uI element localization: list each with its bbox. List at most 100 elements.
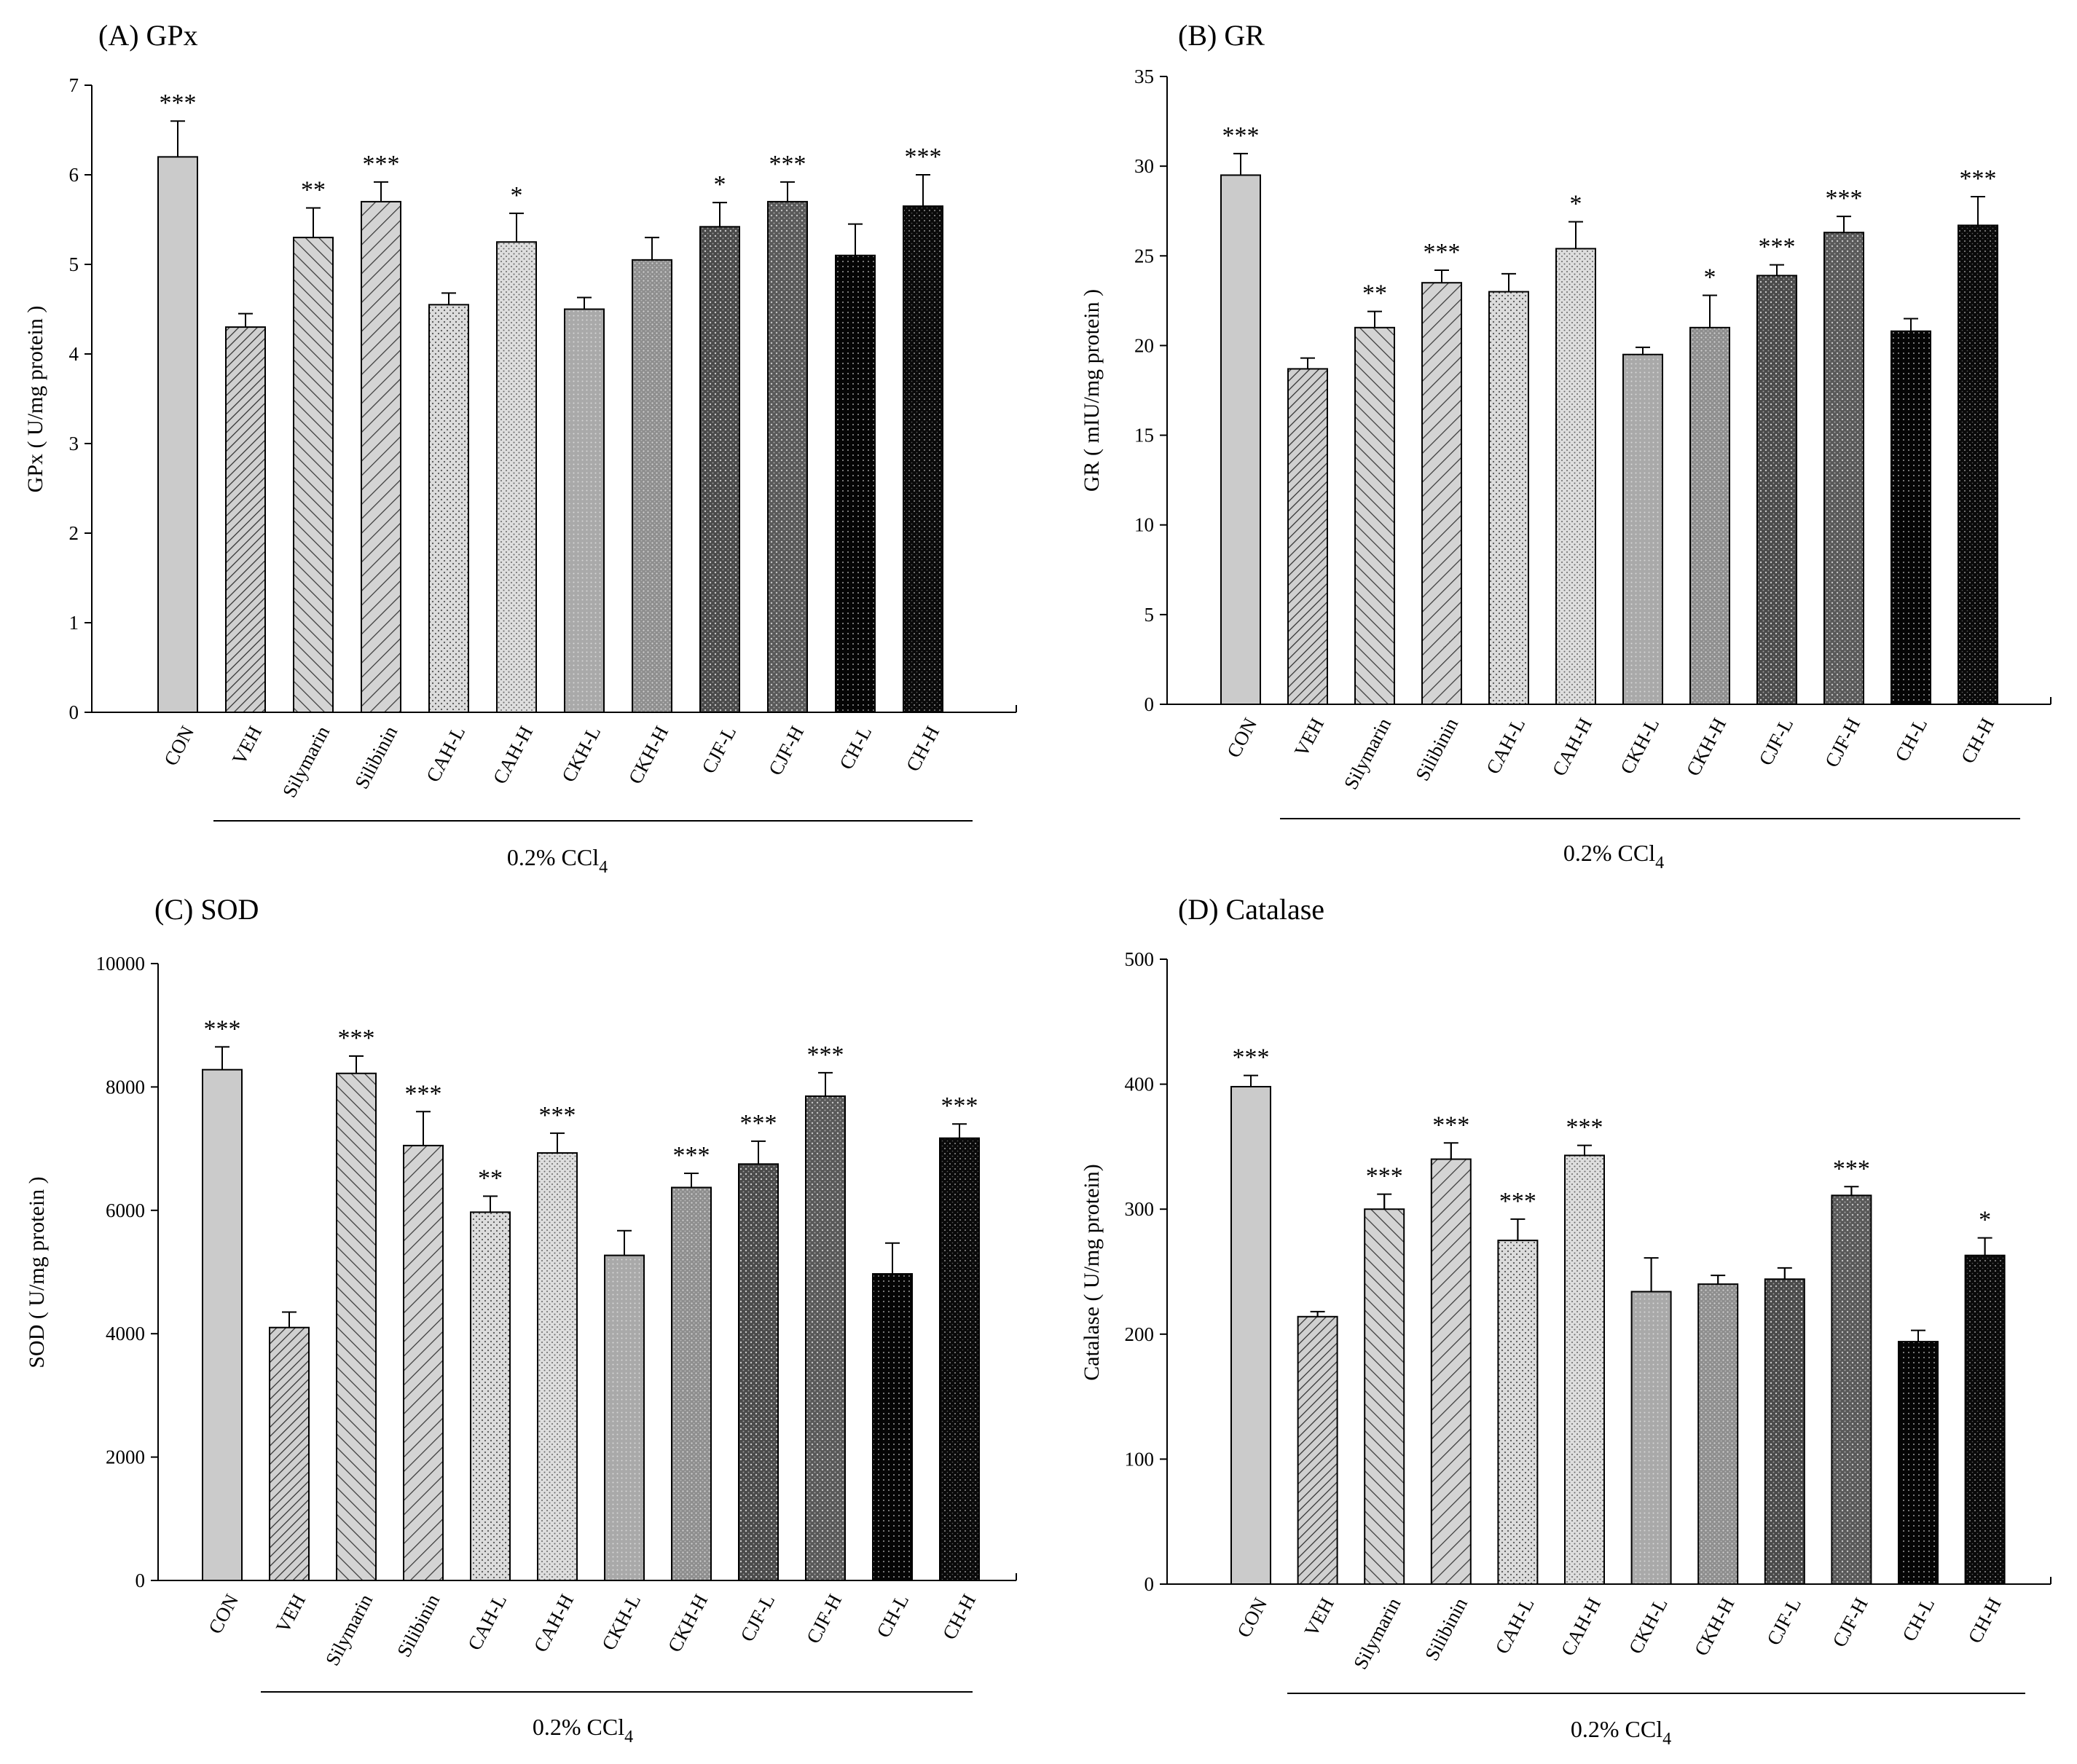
y-ticks: 0 100 200 300 400 500 [1125, 948, 1167, 1595]
bar-con [1230, 1086, 1271, 1585]
category-label: CH-H [1963, 1594, 2005, 1647]
significance-label: *** [539, 1102, 576, 1129]
bars: *** CON VEH ** Silymarin *** Silibinin CAH-L * CA… [157, 90, 943, 801]
y-ticks: 0 1 2 3 4 5 6 7 [69, 74, 92, 723]
bar-con [157, 156, 198, 713]
bar-cah-l [1497, 1240, 1539, 1585]
bar-ch-h [1958, 224, 1998, 706]
panel-catalase: (D) Catalase Catalase ( U/mg protein) 0 1… [1080, 893, 2052, 1749]
significance-label: ** [478, 1165, 503, 1192]
bar-silymarin [1364, 1208, 1405, 1585]
category-label: Silibinin [393, 1590, 444, 1661]
bar-ch-l [1890, 330, 1931, 705]
significance-label: *** [160, 90, 197, 117]
group-label-main: 0.2% CCl [1571, 1716, 1662, 1742]
group-label-subscript: 4 [624, 1728, 633, 1747]
significance-label: * [1704, 264, 1716, 291]
panel-gr: (B) GR GR ( mIU/mg protein ) 0 5 10 15 20 25 3… [1080, 19, 2052, 873]
significance-label: * [1979, 1207, 1991, 1234]
y-tick-label: 5 [1144, 604, 1155, 626]
significance-label: *** [204, 1015, 241, 1042]
group-label-main: 0.2% CCl [1563, 840, 1655, 866]
bar-cjf-l [1764, 1278, 1805, 1586]
y-axis-label: GR ( mIU/mg protein ) [1080, 289, 1104, 492]
bar-cjf-l [1756, 275, 1797, 705]
category-label: CON [160, 722, 198, 769]
panel-title: (A) GPx [98, 19, 198, 52]
bar-con [1220, 174, 1261, 705]
significance-label: *** [1222, 122, 1260, 149]
category-label: CAH-L [422, 722, 469, 786]
panel-title: (D) Catalase [1178, 893, 1324, 926]
group-label-main: 0.2% CCl [533, 1714, 624, 1740]
category-label: CAH-L [463, 1591, 511, 1654]
significance-label: *** [1566, 1114, 1603, 1141]
category-label: CKH-L [1616, 714, 1663, 778]
group-label: 0.2% CCl4 [533, 1714, 633, 1747]
bar-cah-l [428, 304, 469, 714]
category-label: CJF-H [802, 1591, 846, 1647]
category-label: CJF-H [1821, 714, 1864, 771]
y-axis-label: Catalase ( U/mg protein) [1080, 1164, 1104, 1380]
significance-label: ** [301, 177, 326, 204]
category-label: CKH-H [624, 722, 673, 788]
y-tick-label: 8000 [106, 1076, 145, 1098]
category-label: CKH-H [664, 1591, 712, 1656]
category-label: CH-L [835, 722, 876, 773]
category-label: CAH-H [530, 1591, 578, 1656]
y-tick-label: 0 [1144, 1573, 1155, 1595]
category-label: CH-L [1890, 714, 1931, 765]
y-tick-label: 0 [136, 1570, 146, 1591]
category-label: CJF-L [736, 1591, 779, 1645]
y-axis-label: GPx ( U/mg protein ) [23, 306, 47, 493]
y-ticks: 0 2000 4000 6000 8000 10000 [96, 953, 158, 1591]
y-tick-label: 0 [1144, 693, 1155, 715]
bar-cah-h [537, 1152, 578, 1582]
y-tick-label: 1 [69, 612, 79, 634]
bar-silibinin [1430, 1158, 1472, 1586]
y-tick-label: 0 [69, 701, 79, 723]
significance-label: * [1570, 190, 1582, 217]
bar-ch-h [939, 1137, 980, 1582]
bar-con [202, 1068, 243, 1581]
significance-label: *** [941, 1092, 978, 1119]
significance-label: *** [338, 1025, 375, 1052]
category-label: CAH-H [489, 722, 538, 788]
category-label: CAH-L [1491, 1594, 1538, 1658]
bar-silymarin [336, 1072, 377, 1581]
category-label: Silymarin [1349, 1594, 1405, 1673]
y-tick-label: 6000 [106, 1200, 145, 1221]
y-tick-label: 100 [1125, 1448, 1155, 1470]
significance-label: *** [1960, 165, 1997, 192]
y-tick-label: 2 [69, 522, 79, 544]
significance-label: *** [740, 1110, 777, 1137]
category-label: CJF-L [697, 722, 740, 777]
significance-label: *** [1759, 234, 1796, 261]
significance-label: *** [905, 143, 942, 170]
category-label: CAH-L [1482, 714, 1529, 778]
significance-label: *** [769, 151, 806, 178]
significance-label: *** [405, 1080, 442, 1107]
bar-cah-l [1488, 291, 1529, 705]
bar-ckh-l [1622, 353, 1663, 705]
y-tick-label: 6 [69, 164, 79, 186]
category-label: CJF-L [1754, 714, 1797, 769]
bar-ch-l [835, 254, 876, 713]
y-tick-label: 7 [69, 74, 79, 96]
y-tick-label: 10000 [96, 953, 146, 974]
bar-cjf-l [699, 226, 740, 713]
category-label: Silymarin [278, 722, 334, 801]
category-label: VEH [1300, 1594, 1338, 1640]
category-label: CKH-H [1690, 1594, 1739, 1660]
group-label-subscript: 4 [1655, 854, 1664, 873]
category-label: VEH [1290, 714, 1329, 760]
category-label: Silibinin [350, 722, 401, 792]
y-tick-label: 30 [1134, 155, 1154, 177]
y-tick-label: 200 [1125, 1323, 1155, 1345]
bar-ch-l [1898, 1341, 1939, 1585]
bar-silibinin [1421, 282, 1462, 705]
bar-ckh-l [1630, 1291, 1672, 1586]
category-label: CJF-H [1828, 1594, 1872, 1651]
group-label: 0.2% CCl4 [1571, 1716, 1671, 1749]
category-label: VEH [228, 722, 267, 768]
